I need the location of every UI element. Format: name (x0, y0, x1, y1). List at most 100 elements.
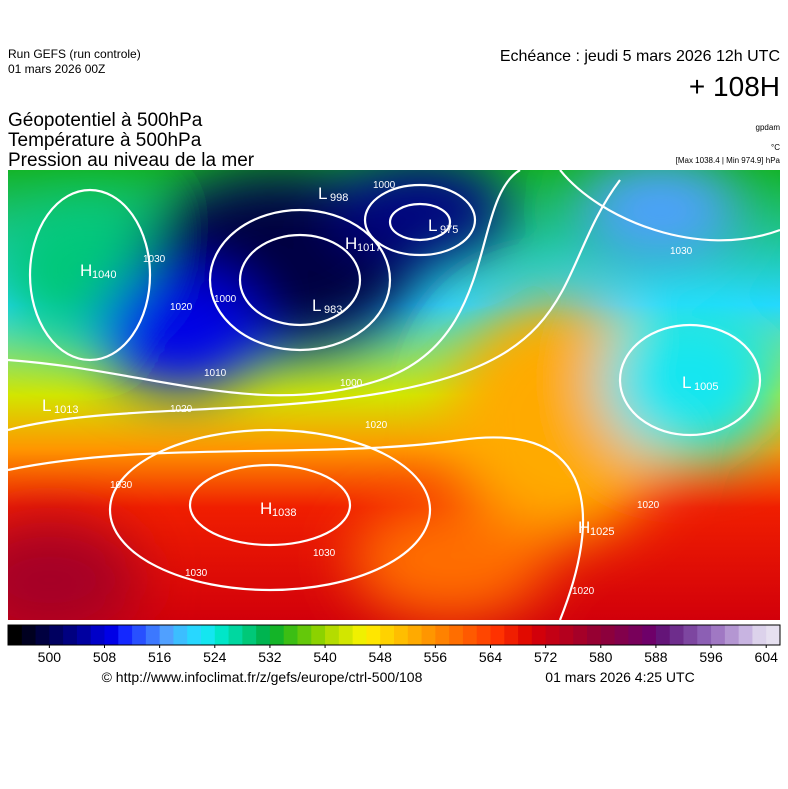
isobar-label: 1030 (110, 480, 133, 491)
color-swatch (642, 625, 657, 645)
colorbar-label: 604 (755, 649, 779, 665)
colorbar-label: 548 (369, 649, 393, 665)
isobar-label: 1020 (170, 302, 193, 313)
color-swatch (256, 625, 271, 645)
generated-time: 01 mars 2026 4:25 UTC (545, 669, 694, 685)
color-swatch (394, 625, 409, 645)
color-swatch (187, 625, 202, 645)
center-letter: L (682, 373, 691, 392)
color-swatch (711, 625, 726, 645)
isobar-label: 1030 (313, 548, 336, 559)
color-swatch (531, 625, 547, 645)
color-swatch (545, 625, 560, 645)
color-swatch (325, 625, 340, 645)
color-swatch (724, 625, 740, 645)
colorbar-label: 596 (699, 649, 723, 665)
color-swatch (201, 625, 216, 645)
center-value: 983 (324, 304, 342, 316)
colorbar-label: 500 (38, 649, 62, 665)
colorbar-label: 516 (148, 649, 172, 665)
color-swatch (587, 625, 602, 645)
center-letter: H (578, 518, 590, 537)
color-swatch (766, 625, 781, 645)
center-value: 998 (330, 192, 348, 204)
colorbar-label: 572 (534, 649, 558, 665)
color-swatch (269, 625, 285, 645)
title: Température à 500hPa (8, 130, 202, 151)
isobar-label: 1000 (214, 294, 237, 305)
center-value: 1017 (357, 242, 381, 254)
colorbar-label: 508 (93, 649, 117, 665)
color-swatch (173, 625, 188, 645)
color-swatch (614, 625, 629, 645)
center-letter: L (42, 396, 51, 415)
color-swatch (338, 625, 354, 645)
color-swatch (90, 625, 105, 645)
center-letter: H (345, 234, 357, 253)
center-value: 1040 (92, 269, 116, 281)
color-swatch (352, 625, 367, 645)
isobar-label: 1010 (204, 368, 227, 379)
color-swatch (490, 625, 505, 645)
map (8, 170, 780, 620)
colorbar-label: 556 (424, 649, 448, 665)
isobar-label: 1020 (170, 404, 193, 415)
color-swatch (435, 625, 450, 645)
color-swatch (311, 625, 326, 645)
center-value: 1025 (590, 526, 614, 538)
colorbar-frame (7, 624, 781, 646)
isobar-label: 1020 (365, 420, 388, 431)
unit: gpdam (756, 123, 781, 132)
color-swatch (600, 625, 616, 645)
center-value: 975 (440, 224, 458, 236)
isobar-label: 1030 (670, 246, 693, 257)
isobar-label: 1000 (340, 378, 363, 389)
center-letter: L (318, 184, 327, 203)
center-value: 1038 (272, 507, 296, 519)
isobar-label: 1020 (637, 500, 660, 511)
color-swatch (559, 625, 574, 645)
isobar-label: 1000 (373, 180, 396, 191)
colorbar-label: 532 (258, 649, 282, 665)
center-letter: L (428, 216, 437, 235)
unit: °C (771, 143, 780, 152)
valid-time: Echéance : jeudi 5 mars 2026 12h UTC (500, 48, 780, 65)
color-swatch (738, 625, 753, 645)
color-swatch (683, 625, 698, 645)
isobar-label: 1020 (572, 586, 595, 597)
color-swatch (504, 625, 519, 645)
color-swatch (21, 625, 37, 645)
isobar-label: 1030 (185, 568, 208, 579)
colorbar-label: 524 (203, 649, 227, 665)
color-swatch (118, 625, 133, 645)
color-swatch (449, 625, 464, 645)
color-swatch (573, 625, 588, 645)
center-letter: H (80, 261, 92, 280)
run-date: 01 mars 2026 00Z (8, 62, 105, 76)
color-swatch (63, 625, 78, 645)
color-swatch (283, 625, 298, 645)
color-swatch (104, 625, 119, 645)
color-swatch (518, 625, 533, 645)
color-swatch (476, 625, 491, 645)
color-swatch (380, 625, 395, 645)
color-swatch (655, 625, 671, 645)
run: Run GEFS (run controle) (8, 47, 141, 61)
color-swatch (297, 625, 312, 645)
color-swatch (49, 625, 64, 645)
color-swatch (8, 625, 23, 645)
color-swatch (159, 625, 174, 645)
color-swatch (752, 625, 767, 645)
color-swatch (421, 625, 436, 645)
color-swatch (669, 625, 684, 645)
color-swatch (407, 625, 423, 645)
extremes: [Max 1038.4 | Min 974.9] hPa (676, 156, 781, 165)
color-swatch (35, 625, 50, 645)
source-url: © http://www.infoclimat.fr/z/gefs/europe… (102, 669, 423, 685)
color-swatch (132, 625, 147, 645)
colorbar-label: 580 (589, 649, 613, 665)
title: Géopotentiel à 500hPa (8, 110, 203, 131)
center-letter: H (260, 499, 272, 518)
color-swatch (228, 625, 243, 645)
